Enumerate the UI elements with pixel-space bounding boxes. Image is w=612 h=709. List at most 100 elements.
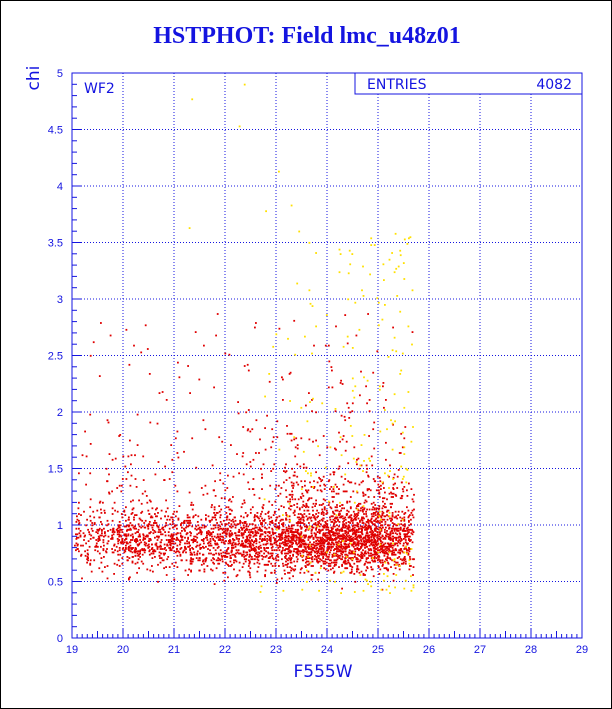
data-point bbox=[320, 553, 323, 556]
data-point bbox=[202, 419, 205, 422]
data-point bbox=[296, 528, 299, 531]
data-point bbox=[121, 562, 124, 565]
data-point bbox=[306, 580, 308, 583]
data-point bbox=[359, 464, 362, 467]
data-point bbox=[129, 576, 131, 579]
data-point bbox=[386, 552, 389, 555]
data-point bbox=[349, 536, 352, 539]
data-point bbox=[248, 574, 251, 576]
data-point bbox=[263, 498, 266, 501]
data-point bbox=[242, 426, 245, 428]
data-point bbox=[324, 562, 327, 565]
data-point bbox=[331, 369, 333, 372]
data-point bbox=[348, 557, 351, 559]
data-point bbox=[227, 527, 229, 530]
data-point bbox=[248, 544, 251, 547]
data-point bbox=[96, 509, 99, 512]
data-point bbox=[165, 574, 168, 576]
data-point bbox=[278, 525, 280, 528]
data-point bbox=[329, 579, 331, 582]
data-point bbox=[209, 519, 212, 522]
data-point bbox=[198, 557, 201, 559]
data-point bbox=[263, 518, 266, 521]
data-point bbox=[323, 567, 326, 570]
data-point bbox=[98, 552, 101, 555]
data-point bbox=[345, 440, 348, 443]
data-point bbox=[289, 544, 292, 547]
data-point bbox=[327, 538, 330, 540]
data-point bbox=[220, 535, 223, 538]
data-point bbox=[261, 523, 263, 526]
data-point bbox=[312, 547, 314, 549]
data-point bbox=[337, 543, 340, 546]
data-point bbox=[292, 538, 294, 540]
data-point bbox=[398, 539, 401, 541]
data-point bbox=[323, 533, 326, 536]
data-point bbox=[167, 515, 170, 518]
data-point bbox=[331, 386, 334, 389]
data-point bbox=[193, 535, 196, 538]
x-tick-label: 21 bbox=[168, 644, 180, 656]
data-point bbox=[248, 550, 251, 553]
data-point bbox=[388, 526, 391, 529]
data-point bbox=[306, 553, 309, 556]
data-point bbox=[310, 472, 312, 475]
data-point bbox=[325, 509, 328, 512]
data-point bbox=[371, 557, 374, 559]
data-point bbox=[173, 550, 176, 553]
data-point bbox=[186, 540, 188, 542]
data-point bbox=[174, 515, 177, 518]
data-point bbox=[229, 542, 232, 545]
data-point bbox=[229, 525, 231, 528]
data-point bbox=[165, 510, 167, 513]
data-point bbox=[289, 519, 291, 522]
data-point bbox=[313, 486, 316, 488]
data-point bbox=[333, 525, 335, 528]
data-point bbox=[210, 544, 213, 547]
data-point bbox=[380, 530, 383, 532]
data-point bbox=[399, 549, 402, 552]
data-point bbox=[241, 566, 244, 568]
data-point bbox=[362, 516, 364, 519]
data-point bbox=[367, 535, 369, 538]
data-point bbox=[315, 502, 317, 505]
data-point bbox=[205, 557, 208, 559]
data-point bbox=[334, 516, 337, 519]
data-point bbox=[387, 561, 389, 564]
data-point bbox=[132, 526, 135, 529]
data-point bbox=[107, 523, 110, 526]
data-point bbox=[232, 475, 235, 478]
data-point bbox=[331, 531, 333, 533]
data-point bbox=[289, 545, 291, 548]
data-point bbox=[302, 519, 305, 522]
data-point bbox=[333, 570, 336, 573]
data-point bbox=[410, 440, 413, 443]
data-point bbox=[379, 519, 382, 522]
data-point bbox=[372, 560, 375, 563]
data-point bbox=[327, 344, 330, 347]
data-point bbox=[128, 545, 130, 548]
data-point bbox=[371, 515, 374, 518]
data-point bbox=[325, 523, 328, 526]
data-point bbox=[360, 540, 363, 542]
data-point bbox=[242, 544, 245, 547]
data-point bbox=[329, 543, 332, 546]
data-point bbox=[261, 510, 263, 513]
data-point bbox=[390, 544, 393, 547]
data-point bbox=[379, 551, 382, 554]
data-point bbox=[209, 549, 211, 552]
data-point bbox=[377, 512, 380, 514]
data-point bbox=[341, 504, 343, 506]
data-point bbox=[118, 535, 121, 538]
data-point bbox=[287, 559, 289, 562]
series-red bbox=[74, 313, 415, 591]
data-point bbox=[378, 492, 381, 495]
data-point bbox=[176, 550, 178, 553]
data-point bbox=[210, 532, 212, 535]
data-point bbox=[114, 549, 116, 552]
data-point bbox=[317, 550, 320, 553]
data-point bbox=[158, 551, 161, 554]
data-point bbox=[191, 553, 194, 556]
data-point bbox=[329, 506, 332, 509]
data-point bbox=[366, 567, 369, 570]
